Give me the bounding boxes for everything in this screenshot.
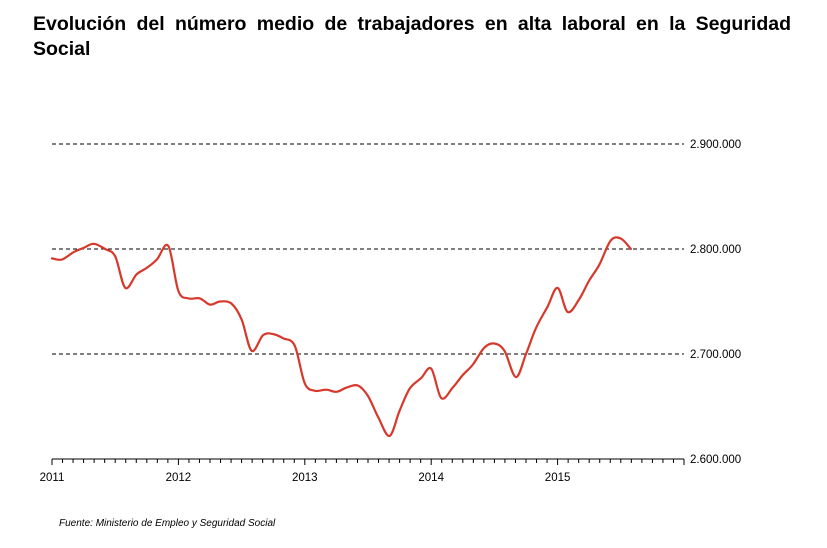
source-note: Fuente: Ministerio de Empleo y Seguridad… (59, 518, 276, 529)
chart-title: Evolución del número medio de trabajador… (33, 13, 791, 60)
y-tick-label: 2.900.000 (690, 139, 741, 151)
x-axis-labels: 2011 2012 2013 2014 2015 (40, 472, 571, 484)
y-tick-label: 2.700.000 (690, 349, 741, 361)
y-tick-label: 2.800.000 (690, 244, 741, 256)
x-tick-label: 2013 (292, 472, 318, 484)
x-tick-label: 2015 (545, 472, 571, 484)
x-tick-label: 2012 (166, 472, 192, 484)
series-group (50, 236, 632, 437)
series-line (50, 236, 632, 437)
grid-lines (52, 143, 684, 355)
y-tick-label: 2.600.000 (690, 454, 741, 466)
x-axis (51, 458, 685, 465)
x-tick-label: 2014 (418, 472, 444, 484)
y-axis-labels: 2.600.000 2.700.000 2.800.000 2.900.000 (690, 139, 741, 466)
x-tick-label: 2011 (40, 472, 65, 484)
